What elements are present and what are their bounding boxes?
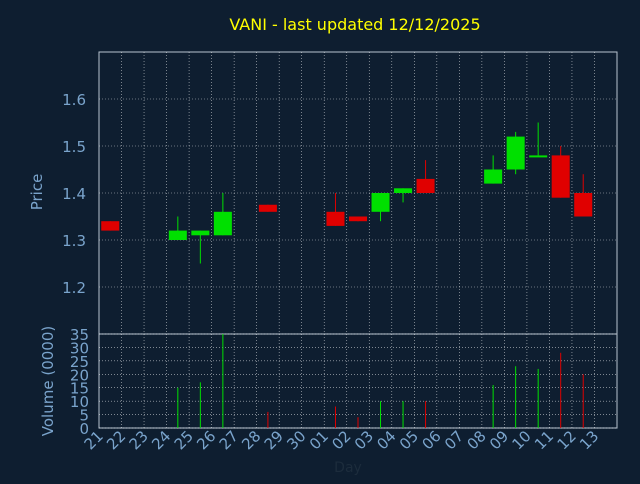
volume-tick-label: 0 — [79, 420, 89, 438]
volume-tick-label: 20 — [70, 366, 89, 384]
candle-body — [101, 221, 120, 231]
price-panel: 1.2 1.3 1.4 1.5 1.6 — [62, 51, 618, 335]
candle-body — [484, 169, 503, 184]
candle-body — [191, 230, 210, 236]
volume-tick-label: 5 — [79, 407, 89, 425]
volume-tick-label: 35 — [70, 326, 89, 344]
price-tick-label: 1.6 — [62, 91, 86, 109]
volume-tick-label: 30 — [70, 339, 89, 357]
volume-tick-label: 15 — [70, 380, 89, 398]
candle-body — [213, 211, 232, 236]
candle-body — [348, 216, 368, 222]
candle-body — [394, 188, 413, 193]
volume-axis-label: Volume (0000) — [39, 326, 57, 436]
price-tick-label: 1.5 — [62, 138, 86, 156]
candle-body — [371, 193, 390, 212]
price-tick-label: 1.4 — [62, 185, 86, 203]
candle-body — [258, 204, 277, 212]
volume-tick-label: 10 — [70, 393, 89, 411]
x-axis: 2122232425262728293001020304050607080910… — [81, 427, 603, 453]
price-axis-label: Price — [28, 174, 46, 211]
candle-body — [551, 155, 570, 198]
price-tick-label: 1.3 — [62, 232, 86, 250]
chart-title: VANI - last updated 12/12/2025 — [229, 15, 480, 34]
volume-tick-label: 25 — [70, 353, 89, 371]
candle-body — [326, 211, 345, 226]
candle-body — [529, 155, 548, 158]
candle-body — [506, 136, 525, 170]
candle-body — [168, 230, 187, 240]
x-axis-label: Day — [334, 460, 362, 476]
candle-body — [574, 193, 593, 217]
price-tick-label: 1.2 — [62, 279, 86, 297]
candle-body — [416, 178, 435, 193]
